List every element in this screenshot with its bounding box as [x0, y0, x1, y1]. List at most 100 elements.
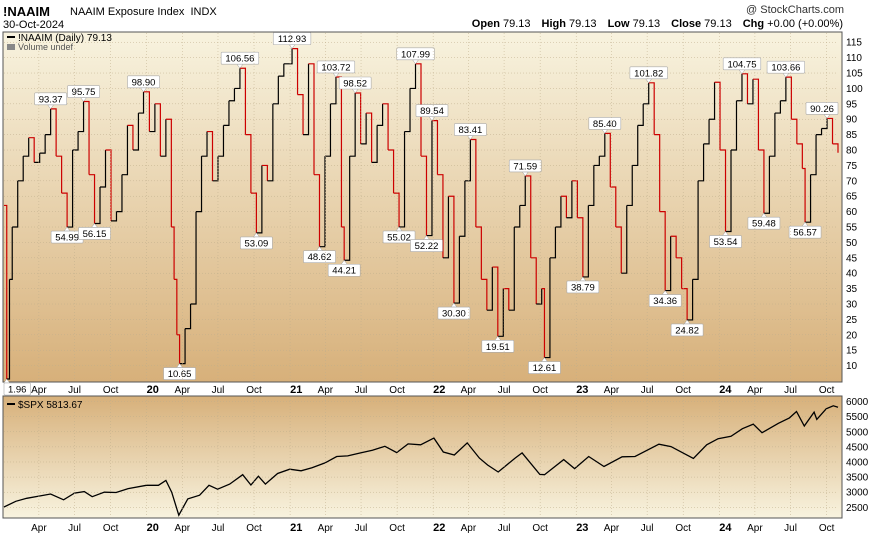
naaim-segment — [692, 180, 699, 280]
naaim-segment — [821, 118, 828, 130]
annotation-label: 98.90 — [132, 77, 156, 88]
annotation-label: 83.41 — [458, 125, 482, 136]
naaim-segment — [448, 195, 455, 304]
naaim-segment — [698, 143, 705, 182]
naaim-segment — [349, 92, 356, 157]
naaim-segment — [239, 67, 247, 135]
naaim-segment — [676, 257, 683, 289]
annotation-box — [528, 361, 561, 374]
naaim-y-tick: 35 — [846, 284, 858, 295]
annotation-box — [34, 92, 67, 106]
naaim-segment — [816, 128, 823, 136]
naaim-segment — [736, 73, 743, 102]
annotation-box — [805, 102, 839, 115]
ohlc-value-high: 79.13 — [565, 18, 608, 30]
naaim-segment — [544, 257, 551, 359]
annotation-label: 52.22 — [415, 241, 439, 252]
annotation-box — [415, 104, 449, 117]
naaim-segment — [116, 174, 123, 213]
naaim-y-tick: 65 — [846, 192, 858, 203]
annotation-label: 59.48 — [752, 219, 776, 230]
naaim-segment — [827, 117, 834, 144]
naaim-segment — [648, 82, 655, 135]
naaim-segment — [497, 288, 504, 337]
annotation-box — [788, 225, 822, 239]
naaim-segment — [421, 155, 428, 236]
annotation-box — [303, 250, 336, 263]
naaim-segment — [453, 236, 461, 304]
annotation-label: 10.65 — [168, 369, 192, 380]
naaim-y-tick: 30 — [846, 300, 858, 311]
x-tick-label: Apr — [461, 385, 477, 396]
annotation-box — [722, 57, 762, 71]
x-tick-label: Jul — [355, 385, 368, 396]
spx-y-tick: 5500 — [846, 412, 869, 423]
naaim-segment — [610, 186, 617, 228]
annotation-box — [127, 75, 160, 89]
x-tick-label: Apr — [175, 523, 191, 534]
naaim-segment — [344, 156, 351, 261]
naaim-annotations: 1.96 93.37 54.99 95.75 56.15 98.90 10.65 106.56… — [3, 32, 839, 396]
naaim-y-tick: 60 — [846, 207, 858, 218]
x-tick-label: Oct — [819, 523, 835, 534]
naaim-segment — [278, 63, 285, 77]
naaim-segment — [303, 63, 310, 136]
spx-y-tick: 3500 — [846, 473, 869, 484]
naaim-segment — [577, 217, 584, 277]
naaim-segment — [492, 266, 499, 337]
naaim-y-axis: 10 15 20 25 30 35 40 45 50 55 60 65 70 75 80 85 90 95 100 1… — [846, 38, 863, 372]
spx-legend-label: $SPX 5813.67 — [18, 400, 83, 411]
naaim-segment — [50, 108, 57, 157]
naaim-y-tick: 50 — [846, 238, 858, 249]
x-tick-label: Jul — [68, 385, 81, 396]
naaim-segment — [549, 227, 557, 259]
x-tick-label: 21 — [290, 522, 302, 534]
naaim-segment — [100, 150, 107, 188]
x-tick-label: Oct — [675, 523, 691, 534]
naaim-segment — [9, 227, 13, 280]
naaim-segment — [599, 133, 606, 157]
naaim-segment — [604, 132, 611, 187]
x-tick-label: Jul — [212, 385, 225, 396]
naaim-segment — [201, 131, 208, 157]
naaim-segment — [341, 226, 345, 261]
naaim-y-tick: 95 — [846, 99, 858, 110]
naaim-segment — [283, 48, 293, 65]
x-tick-label: Jul — [784, 385, 797, 396]
naaim-segment — [23, 137, 30, 157]
spx-y-tick: 4500 — [846, 442, 869, 453]
naaim-segment — [61, 192, 68, 228]
naaim-series — [4, 48, 839, 380]
annotation-label: 1.96 — [8, 385, 27, 396]
naaim-segment — [330, 76, 337, 105]
x-tick-label: Apr — [31, 385, 47, 396]
x-tick-label: Jul — [641, 385, 654, 396]
naaim-legend-label: !NAAIM (Daily) 79.13 — [18, 33, 112, 44]
naaim-segment — [643, 82, 650, 105]
naaim-segment — [234, 68, 241, 90]
annotation-label: 54.99 — [55, 233, 79, 244]
naaim-segment — [45, 108, 52, 136]
naaim-segment — [366, 112, 373, 163]
spx-legend: $SPX 5813.67 — [7, 400, 83, 411]
naaim-segment — [89, 174, 96, 224]
naaim-y-tick: 55 — [846, 223, 858, 234]
ohlc-readout: Open 79.13 High 79.13 Low 79.13 Close 79… — [472, 18, 843, 30]
x-tick-label: 20 — [147, 522, 159, 534]
naaim-segment — [217, 125, 225, 157]
naaim-segment — [703, 119, 710, 145]
naaim-segment — [785, 76, 792, 120]
annotation-label: 106.56 — [225, 54, 254, 65]
naaim-segment — [12, 180, 19, 228]
x-tick-label: Apr — [461, 523, 477, 534]
naaim-segment — [28, 137, 35, 163]
annotation-label: 101.82 — [634, 68, 663, 79]
annotation-label: 104.75 — [727, 59, 756, 70]
naaim-segment — [149, 103, 156, 133]
naaim-segment — [105, 149, 112, 221]
x-tick-label: Apr — [318, 523, 334, 534]
volume-legend-label: Volume undef — [18, 42, 74, 52]
annotation-box — [437, 306, 471, 320]
x-tick-label: Jul — [355, 523, 368, 534]
